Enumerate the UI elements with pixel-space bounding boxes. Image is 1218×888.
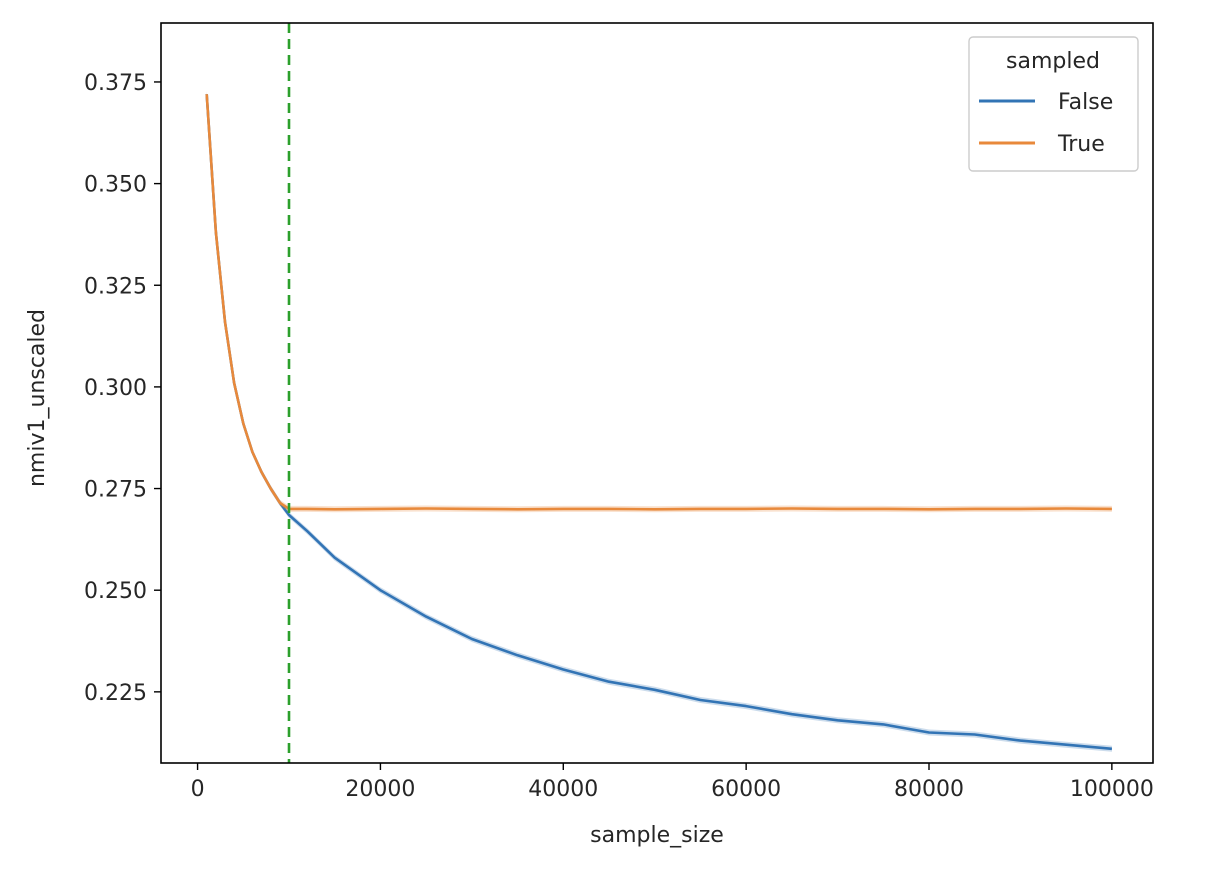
plot-frame xyxy=(160,22,1154,764)
y-tick-label: 0.275 xyxy=(84,478,147,503)
y-tick-label: 0.375 xyxy=(84,71,147,96)
series-band-false xyxy=(206,91,1112,752)
x-tick-label: 80000 xyxy=(894,777,964,802)
x-tick-label: 20000 xyxy=(345,777,415,802)
x-tick-label: 100000 xyxy=(1070,777,1154,802)
x-tick-label: 40000 xyxy=(528,777,598,802)
y-tick-label: 0.225 xyxy=(84,681,147,706)
y-axis-label: nmiv1_unscaled xyxy=(25,309,50,487)
series-line-false xyxy=(205,94,1113,751)
plot-area xyxy=(205,23,1113,763)
legend-label-false: False xyxy=(1058,90,1113,115)
legend-label-true: True xyxy=(1057,132,1105,157)
legend-box xyxy=(968,36,1139,172)
y-tick-label: 0.350 xyxy=(84,173,147,198)
legend-title: sampled xyxy=(1006,49,1100,74)
y-axis-ticks: 0.225 0.250 0.275 0.300 0.325 0.350 0.375 xyxy=(84,71,161,706)
y-tick-label: 0.250 xyxy=(84,579,147,604)
series-line-true xyxy=(205,94,1112,511)
y-tick-label: 0.325 xyxy=(84,274,147,299)
x-tick-label: 0 xyxy=(191,777,205,802)
y-tick-label: 0.300 xyxy=(84,376,147,401)
x-axis-label: sample_size xyxy=(590,823,724,848)
x-axis-ticks: 0 20000 40000 60000 80000 100000 xyxy=(191,763,1154,802)
x-tick-label: 60000 xyxy=(711,777,781,802)
legend: sampled False True xyxy=(968,36,1139,172)
